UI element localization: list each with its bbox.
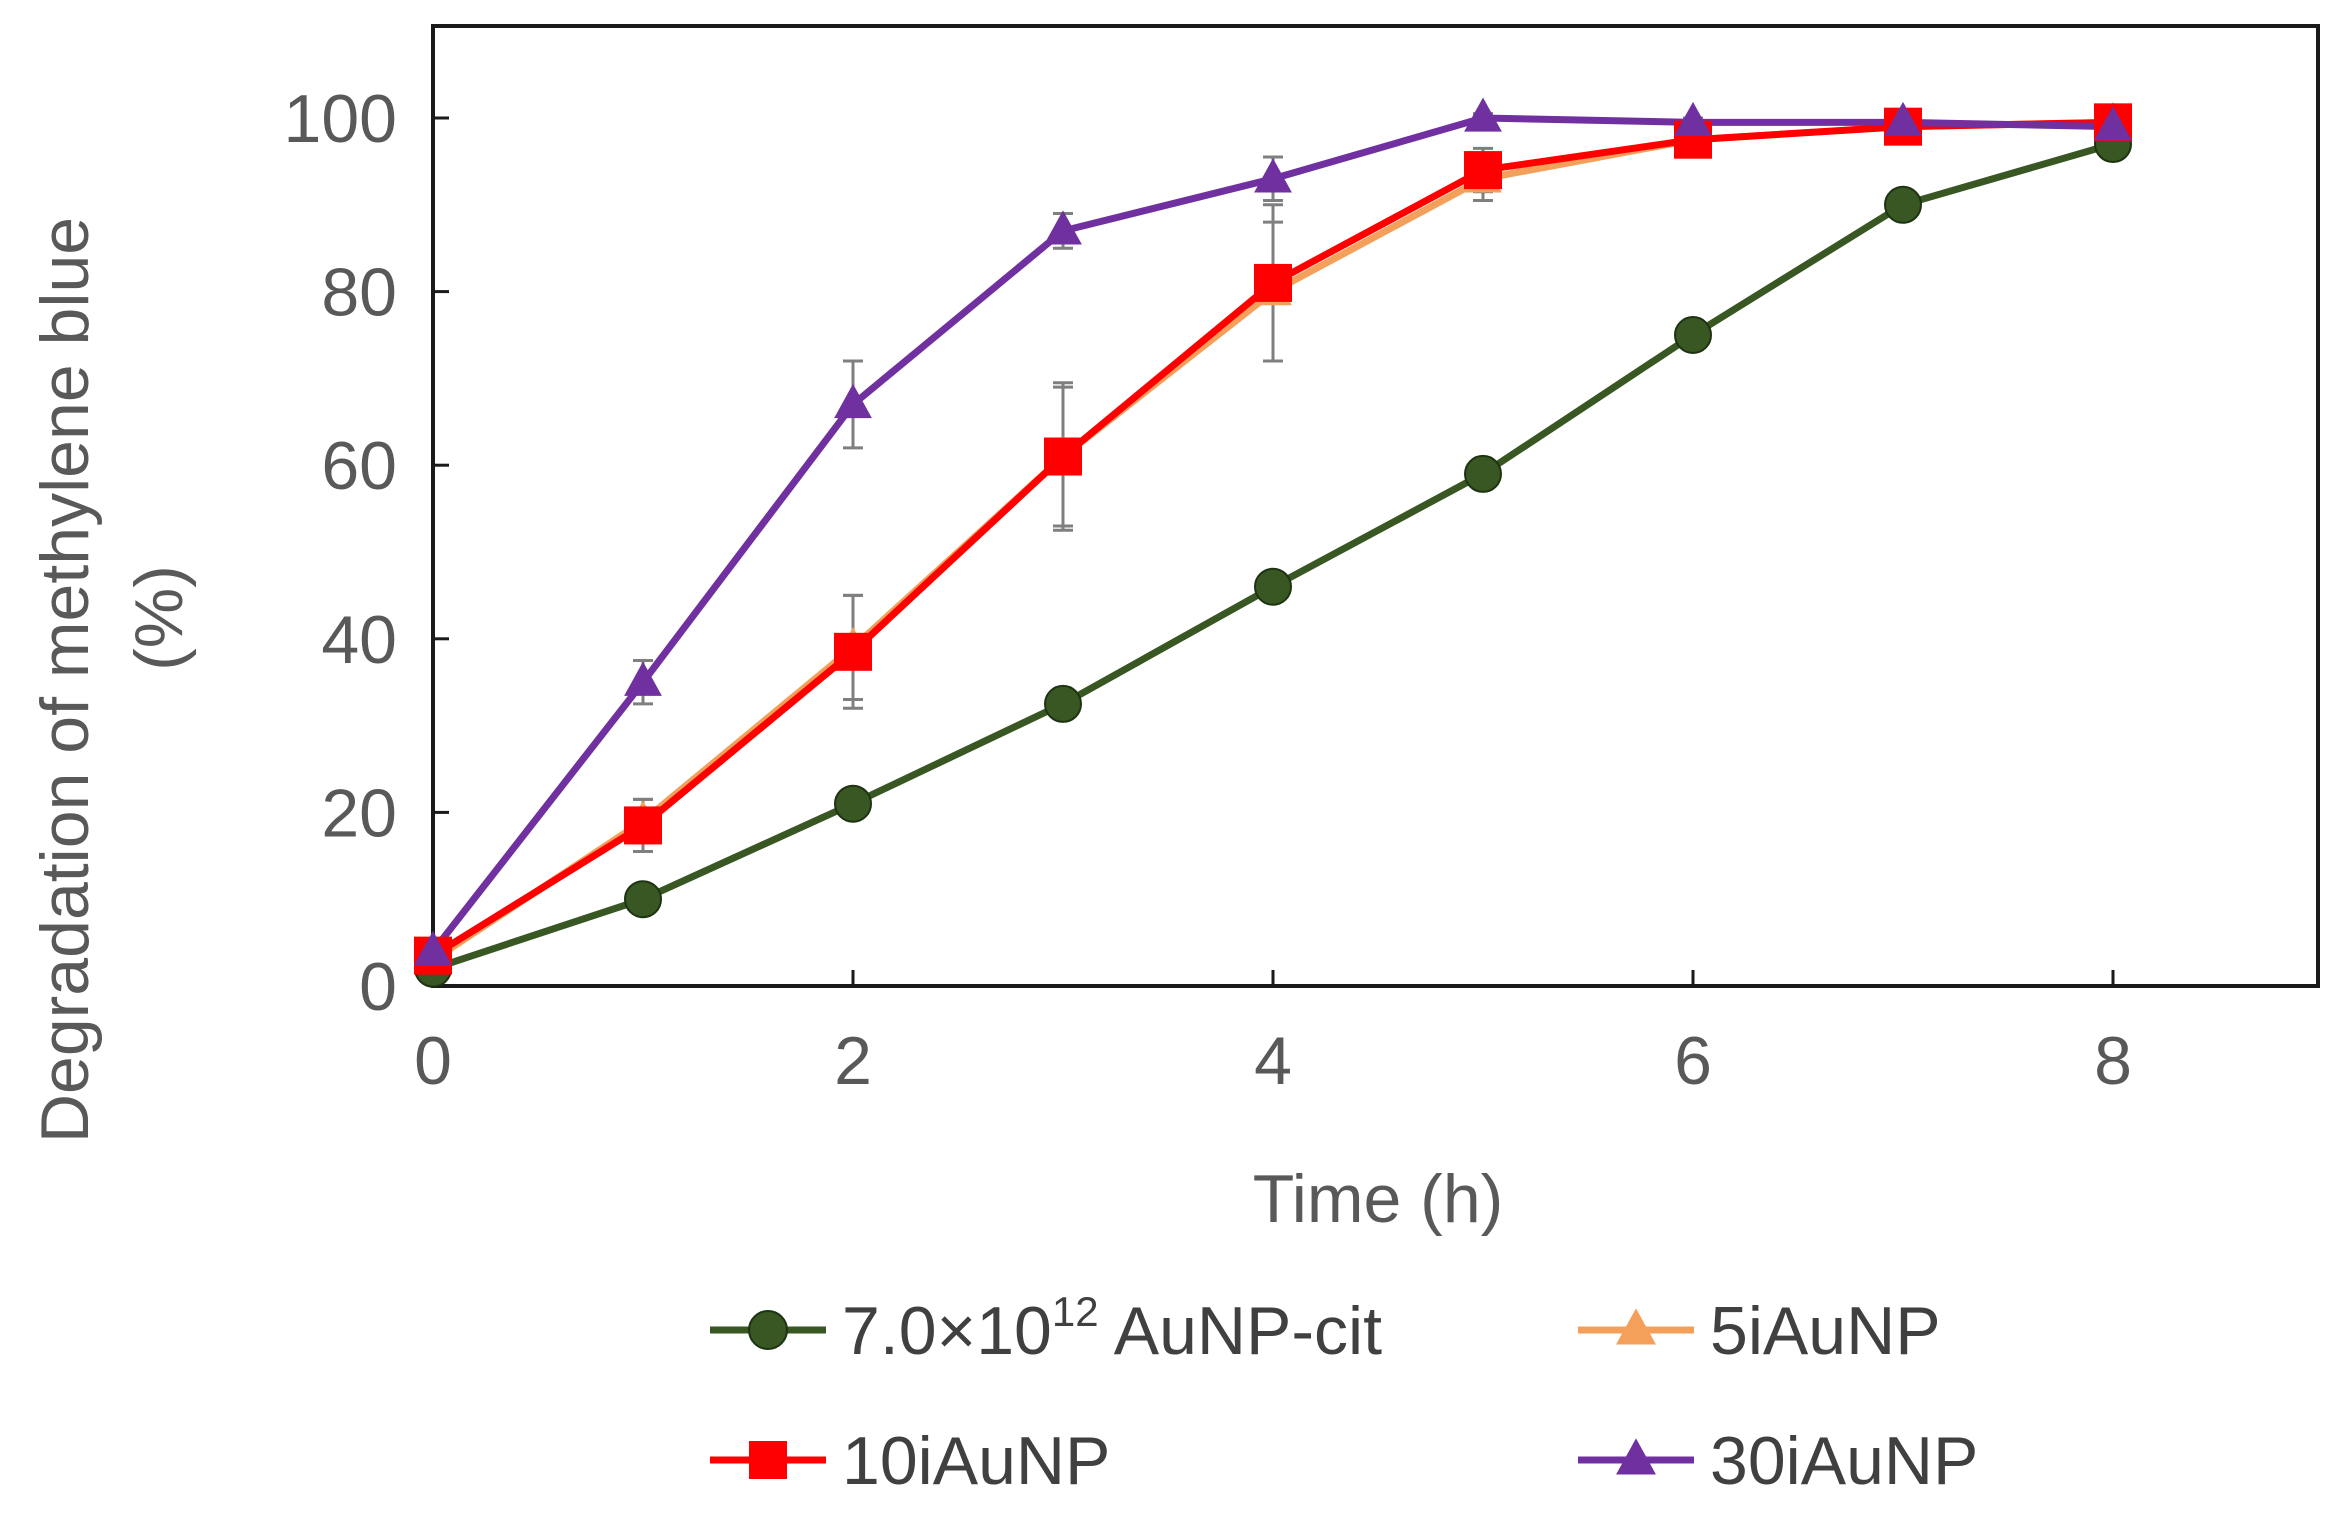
legend-label: 30iAuNP	[1710, 1423, 1978, 1499]
data-point-10iaunp	[1254, 263, 1292, 302]
data-point-7-0-10-12-aunp-cit	[1044, 684, 1082, 723]
legend-swatch-marker	[1616, 1308, 1656, 1345]
data-point-30iaunp	[1674, 101, 1712, 137]
data-point-10iaunp	[624, 806, 662, 845]
legend-label: 5iAuNP	[1710, 1293, 1941, 1369]
legend-item-7-0-10-12-aunp-cit: 7.0×1012 AuNP-cit	[710, 1288, 1382, 1369]
data-point-30iaunp	[1884, 101, 1922, 137]
x-tick-label: 2	[834, 1023, 872, 1099]
x-tick-label: 6	[1674, 1023, 1712, 1099]
y-tick-label: 100	[284, 81, 397, 157]
legend-item-5iaunp: 5iAuNP	[1578, 1293, 1941, 1369]
data-point-30iaunp	[414, 930, 452, 965]
data-point-7-0-10-12-aunp-cit	[834, 784, 872, 823]
y-tick-label: 80	[321, 255, 397, 331]
data-point-7-0-10-12-aunp-cit	[1884, 185, 1922, 224]
y-axis: 0 20 40 60 80 100	[284, 81, 449, 1025]
data-point-7-0-10-12-aunp-cit	[624, 880, 662, 919]
data-point-30iaunp	[834, 383, 872, 419]
data-point-7-0-10-12-aunp-cit	[1464, 454, 1502, 493]
plot-area-frame	[431, 24, 2320, 988]
x-axis-title: Time (h)	[1253, 1161, 1504, 1237]
data-point-7-0-10-12-aunp-cit	[1674, 316, 1712, 354]
y-axis-title: Degradation of methylene blue	[27, 217, 103, 1143]
series-markers	[414, 97, 2132, 988]
legend-swatch-marker	[748, 1310, 788, 1350]
x-tick-label: 8	[2094, 1023, 2132, 1099]
legend: 7.0×1012 AuNP-cit 5iAuNP 10iAuNP 30iAuNP	[710, 1288, 1978, 1499]
y-tick-label: 60	[321, 428, 397, 504]
data-point-10iaunp	[834, 632, 872, 671]
legend-item-30iaunp: 30iAuNP	[1578, 1423, 1978, 1499]
legend-swatch-marker	[749, 1441, 787, 1479]
legend-item-10iaunp: 10iAuNP	[710, 1423, 1110, 1499]
x-axis: 0 2 4 6 8	[414, 970, 2132, 1099]
legend-label: 7.0×1012 AuNP-cit	[842, 1288, 1382, 1369]
x-tick-label: 4	[1254, 1023, 1292, 1099]
data-point-30iaunp	[1464, 97, 1502, 132]
data-point-30iaunp	[1254, 158, 1292, 193]
y-tick-label: 40	[321, 602, 397, 678]
y-axis-unit: (%)	[121, 565, 197, 671]
data-point-30iaunp	[1044, 210, 1082, 245]
legend-label: 10iAuNP	[842, 1423, 1110, 1499]
data-point-7-0-10-12-aunp-cit	[1254, 567, 1292, 606]
data-point-30iaunp	[624, 661, 662, 696]
legend-swatch-marker	[1616, 1438, 1656, 1475]
y-tick-label: 0	[359, 949, 397, 1025]
data-point-10iaunp	[1464, 151, 1502, 190]
data-point-10iaunp	[1044, 437, 1082, 476]
x-tick-label: 0	[414, 1023, 452, 1099]
data-point-30iaunp	[2094, 106, 2132, 141]
y-tick-label: 20	[321, 775, 397, 851]
